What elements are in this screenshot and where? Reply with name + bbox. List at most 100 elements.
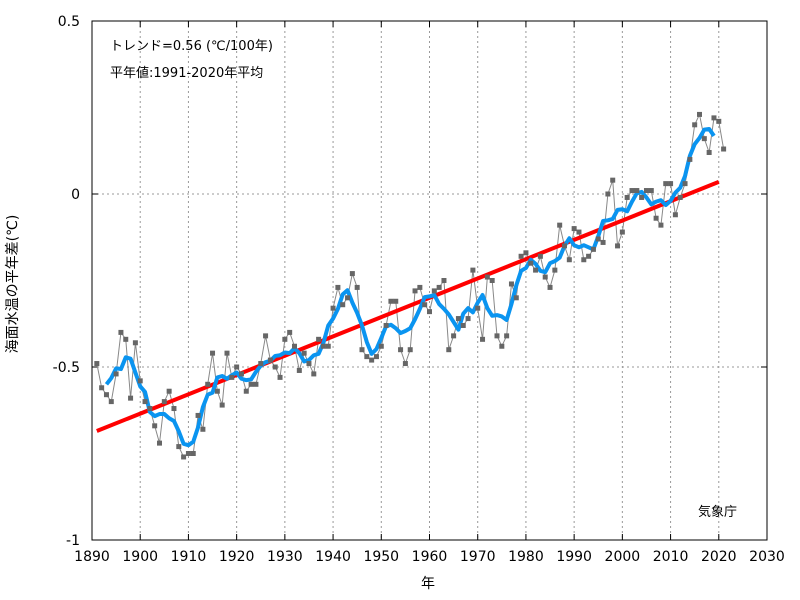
annual-anomaly-point bbox=[267, 357, 273, 363]
annual-anomaly-point bbox=[99, 385, 105, 391]
annual-anomaly-point bbox=[634, 188, 640, 194]
x-tick-label: 2020 bbox=[701, 549, 737, 565]
annual-anomaly-point bbox=[446, 347, 452, 353]
tick-labels: 1890 1900 1910 1920 1930 1940 1950 1960 1970 1980… bbox=[53, 14, 785, 565]
annual-anomaly-point bbox=[417, 284, 423, 290]
annual-anomaly-point bbox=[185, 451, 191, 456]
y-tick-label: 0.5 bbox=[58, 14, 80, 30]
annual-anomaly-point bbox=[422, 302, 428, 308]
annual-anomaly-point bbox=[518, 253, 524, 259]
x-tick-label: 1890 bbox=[74, 549, 110, 565]
annual-anomaly-point bbox=[441, 278, 447, 283]
annual-anomaly-point bbox=[137, 378, 143, 384]
annual-anomaly-point bbox=[639, 194, 645, 200]
annual-anomaly-point bbox=[292, 343, 297, 349]
annual-anomaly-point bbox=[706, 149, 712, 155]
annual-anomaly-point bbox=[494, 333, 500, 339]
annual-anomaly-point bbox=[378, 343, 384, 349]
annual-anomaly-point bbox=[682, 181, 688, 187]
annual-anomaly-point bbox=[697, 111, 702, 117]
annual-anomaly-point bbox=[610, 177, 616, 183]
annual-anomaly-point bbox=[349, 271, 355, 277]
annual-anomaly-point bbox=[412, 288, 418, 294]
annual-anomaly-point bbox=[316, 336, 322, 342]
annual-anomaly-point bbox=[263, 333, 269, 339]
annual-anomaly-point bbox=[296, 367, 302, 373]
annual-anomaly-point bbox=[470, 267, 476, 273]
annual-anomaly-point bbox=[672, 212, 678, 218]
y-tick-label: 0 bbox=[71, 187, 80, 203]
annual-anomaly-point bbox=[701, 136, 707, 142]
annual-anomaly-point bbox=[615, 243, 621, 249]
annual-anomaly-point bbox=[253, 381, 259, 387]
annual-anomaly-point bbox=[624, 194, 630, 200]
annual-anomaly-point bbox=[161, 399, 167, 405]
annual-anomaly-point bbox=[407, 347, 413, 353]
annual-anomaly-point bbox=[330, 305, 336, 311]
annual-anomaly-point bbox=[528, 260, 534, 266]
annual-anomaly-point bbox=[210, 350, 216, 356]
annual-anomaly-point bbox=[335, 284, 341, 290]
annual-anomaly-point bbox=[277, 374, 283, 380]
annual-anomaly-point bbox=[398, 347, 404, 353]
annual-anomaly-point bbox=[677, 194, 683, 200]
annual-anomaly-point bbox=[166, 388, 172, 394]
annual-anomaly-point bbox=[619, 229, 625, 235]
annual-anomaly-point bbox=[427, 309, 432, 315]
x-tick-label: 2010 bbox=[653, 549, 689, 565]
annual-anomaly-point bbox=[383, 322, 389, 328]
annual-anomaly-point bbox=[128, 395, 134, 401]
annual-anomaly-point bbox=[571, 226, 577, 232]
x-tick-label: 1940 bbox=[315, 549, 351, 565]
annual-anomaly-point bbox=[508, 281, 514, 287]
annual-anomaly-point bbox=[205, 381, 211, 387]
annual-anomaly-point bbox=[643, 188, 649, 194]
chart-marks bbox=[94, 111, 727, 460]
annual-anomaly-point bbox=[393, 298, 399, 304]
annual-anomaly-point bbox=[258, 361, 264, 367]
x-tick-label: 1970 bbox=[460, 549, 496, 565]
plot-frame bbox=[91, 20, 768, 541]
annual-anomaly-point bbox=[436, 284, 442, 290]
annual-anomaly-point bbox=[648, 188, 654, 194]
y-tick-label: -0.5 bbox=[53, 360, 80, 376]
annual-anomaly-point bbox=[132, 340, 138, 346]
x-tick-label: 1910 bbox=[171, 549, 207, 565]
annual-anomaly-point bbox=[373, 354, 379, 360]
annual-anomaly-point bbox=[581, 257, 587, 263]
annual-anomaly-point bbox=[489, 278, 495, 283]
annual-anomaly-point bbox=[214, 388, 220, 394]
annual-anomaly-point bbox=[484, 274, 490, 280]
annual-anomaly-point bbox=[118, 329, 124, 335]
annual-anomaly-point bbox=[152, 423, 158, 429]
annual-anomaly-point bbox=[311, 371, 317, 377]
annual-anomaly-point bbox=[142, 399, 148, 405]
annual-anomaly-point bbox=[692, 122, 698, 128]
annual-anomaly-point bbox=[576, 229, 582, 235]
annual-anomaly-point bbox=[600, 239, 606, 245]
annual-anomaly-point bbox=[590, 246, 596, 252]
annual-anomaly-point bbox=[229, 374, 235, 380]
x-tick-label: 1960 bbox=[412, 549, 448, 565]
annual-anomaly-point bbox=[190, 451, 196, 456]
x-axis-title: 年 bbox=[421, 576, 435, 592]
annual-anomaly-point bbox=[272, 364, 278, 370]
annual-anomaly-point bbox=[557, 222, 563, 228]
annual-anomaly-point bbox=[523, 250, 529, 256]
annual-anomaly-point bbox=[320, 343, 326, 349]
annual-anomaly-point bbox=[451, 333, 457, 339]
annual-anomaly-point bbox=[354, 284, 360, 290]
trend-line bbox=[96, 180, 720, 433]
annual-anomaly-line bbox=[96, 112, 725, 458]
annual-anomaly-point bbox=[248, 381, 254, 387]
annual-anomaly-point bbox=[460, 322, 466, 328]
annual-anomaly-point bbox=[711, 115, 717, 121]
annual-anomaly-point bbox=[359, 347, 365, 353]
grid bbox=[91, 20, 768, 541]
annual-anomaly-point bbox=[234, 364, 240, 370]
annual-anomaly-point bbox=[668, 181, 674, 187]
x-tick-label: 2000 bbox=[605, 549, 641, 565]
annual-anomaly-point bbox=[533, 267, 539, 273]
annual-anomaly-point bbox=[287, 329, 293, 335]
annual-anomaly-point bbox=[595, 236, 601, 242]
